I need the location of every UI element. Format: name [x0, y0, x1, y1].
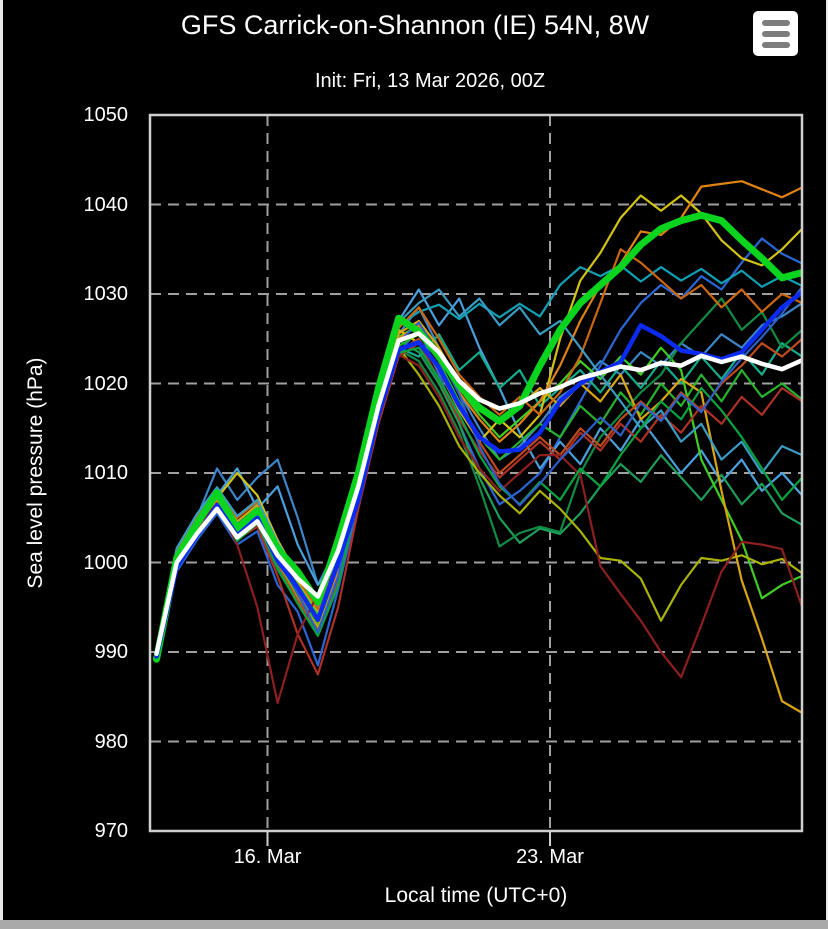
- y-axis-title: Sea level pressure (hPa): [24, 357, 47, 589]
- hamburger-icon: [761, 19, 790, 26]
- y-tick-label-1010: 1010: [83, 462, 129, 484]
- series-ens-member-16: [155, 342, 801, 676]
- x-tick-label: 16. Mar: [233, 846, 302, 868]
- series-ens-member-17: [155, 353, 801, 705]
- plot-border: [148, 113, 804, 833]
- y-tick-label-980: 980: [94, 730, 128, 753]
- chart-title: GFS Carrick-on-Shannon (IE) 54N, 8W: [180, 10, 650, 40]
- viewport-border-left: [0, 0, 3, 929]
- series-ensemble-mean: [154, 331, 801, 657]
- series-ens-member-03: [155, 288, 801, 652]
- x-axis-title: Local time (UTC+0): [384, 884, 568, 907]
- y-tick-label-1000: 1000: [83, 551, 129, 574]
- y-tick-label-1050: 1050: [83, 104, 129, 126]
- page-bottom-strip: [0, 920, 828, 929]
- series-ens-member-06: [155, 339, 801, 656]
- x-tick-label: 23. Mar: [516, 846, 584, 868]
- series-ens-member-15: [155, 337, 801, 657]
- chart-context-menu-button[interactable]: [753, 11, 798, 56]
- series-ens-member-19: [155, 346, 801, 663]
- chart-subtitle: Init: Fri, 13 Mar 2026, 00Z: [314, 70, 546, 92]
- series-ens-member-13: [155, 180, 801, 659]
- series-ens-member-18: [155, 288, 801, 651]
- y-tick-label-1030: 1030: [83, 283, 129, 305]
- y-tick-label-970: 970: [94, 820, 128, 842]
- y-tick-label-990: 990: [94, 641, 128, 663]
- y-tick-label-1040: 1040: [83, 193, 129, 216]
- viewport-border-right: [826, 0, 828, 929]
- y-tick-label-1020: 1020: [83, 372, 129, 395]
- hamburger-icon: [761, 41, 790, 48]
- series-gfs-operational: [153, 211, 801, 663]
- hamburger-icon: [761, 30, 790, 37]
